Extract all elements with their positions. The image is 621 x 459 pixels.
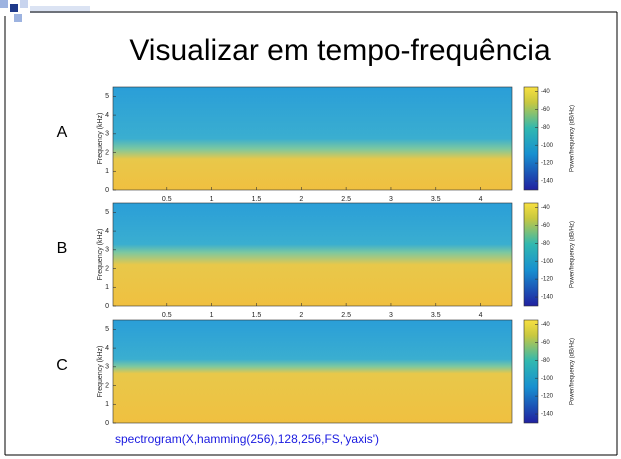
colorbar-label: Power/frequency (dB/Hz) [570, 338, 576, 405]
x-tick-label: 4 [479, 312, 483, 319]
y-axis-label: Frequency (kHz) [97, 346, 104, 398]
x-tick-label: 1 [210, 312, 214, 319]
y-tick-label: 1 [105, 168, 109, 175]
y-tick-label: 3 [105, 131, 109, 138]
x-tick-label: 2 [299, 196, 303, 203]
x-tick-label: 1.5 [252, 312, 262, 319]
y-tick-label: 5 [105, 326, 109, 333]
slide-title: Visualizar em tempo-frequência [129, 34, 551, 67]
x-tick-label: 2 [299, 312, 303, 319]
x-tick-label: 3.5 [431, 312, 441, 319]
x-tick-label: 3 [389, 312, 393, 319]
x-tick-label: 0.5 [162, 312, 172, 319]
panel-label: C [56, 357, 68, 374]
y-tick-label: 3 [105, 247, 109, 254]
x-tick-label: 4 [479, 196, 483, 203]
colorbar-tick-label: -140 [541, 295, 554, 301]
y-tick-label: 5 [105, 93, 109, 100]
y-tick-label: 4 [105, 228, 109, 235]
x-tick-label: 2.5 [341, 312, 351, 319]
colorbar-tick-label: -80 [541, 125, 550, 131]
y-tick-label: 0 [105, 420, 109, 427]
y-tick-label: 4 [105, 112, 109, 119]
code-caption: spectrogram(X,hamming(256),128,256,FS,'y… [115, 432, 379, 446]
y-tick-label: 2 [105, 382, 109, 389]
y-tick-label: 0 [105, 303, 109, 310]
y-axis-label: Frequency (kHz) [97, 229, 104, 281]
colorbar-tick-label: -60 [541, 340, 550, 346]
colorbar-tick-label: -100 [541, 259, 554, 265]
decor [30, 6, 90, 13]
colorbar-tick-label: -60 [541, 223, 550, 229]
colorbar-tick-label: -140 [541, 179, 554, 185]
x-tick-label: 0.5 [162, 196, 172, 203]
colorbar-tick-label: -120 [541, 161, 554, 167]
y-tick-label: 1 [105, 401, 109, 408]
colorbar-tick-label: -40 [541, 205, 550, 211]
spectrogram [112, 202, 513, 307]
decor [20, 0, 28, 8]
x-tick-label: 1 [210, 196, 214, 203]
decor [10, 4, 18, 12]
colorbar-tick-label: -120 [541, 277, 554, 283]
spectrogram [112, 86, 513, 191]
colorbar [523, 86, 539, 191]
colorbar [523, 319, 539, 424]
x-tick-label: 3.5 [431, 196, 441, 203]
colorbar-tick-label: -80 [541, 358, 550, 364]
y-tick-label: 2 [105, 149, 109, 156]
colorbar-tick-label: -100 [541, 143, 554, 149]
x-tick-label: 2.5 [341, 196, 351, 203]
colorbar-tick-label: -40 [541, 322, 550, 328]
x-tick-label: 3 [389, 196, 393, 203]
y-tick-label: 2 [105, 265, 109, 272]
panel-label: B [57, 240, 68, 257]
spectrogram [112, 319, 513, 424]
colorbar-tick-label: -80 [541, 241, 550, 247]
x-tick-label: 1.5 [252, 196, 262, 203]
colorbar-tick-label: -60 [541, 107, 550, 113]
y-tick-label: 4 [105, 345, 109, 352]
colorbar-tick-label: -100 [541, 376, 554, 382]
panel-label: A [57, 124, 68, 141]
y-tick-label: 3 [105, 364, 109, 371]
colorbar-label: Power/frequency (dB/Hz) [570, 221, 576, 288]
colorbar-tick-label: -40 [541, 89, 550, 95]
decor [14, 14, 22, 22]
decor [0, 0, 8, 8]
colorbar-tick-label: -120 [541, 394, 554, 400]
y-tick-label: 0 [105, 187, 109, 194]
y-tick-label: 5 [105, 209, 109, 216]
colorbar-label: Power/frequency (dB/Hz) [570, 105, 576, 172]
colorbar-tick-label: -140 [541, 412, 554, 418]
y-tick-label: 1 [105, 284, 109, 291]
colorbar [523, 202, 539, 307]
y-axis-label: Frequency (kHz) [97, 113, 104, 165]
